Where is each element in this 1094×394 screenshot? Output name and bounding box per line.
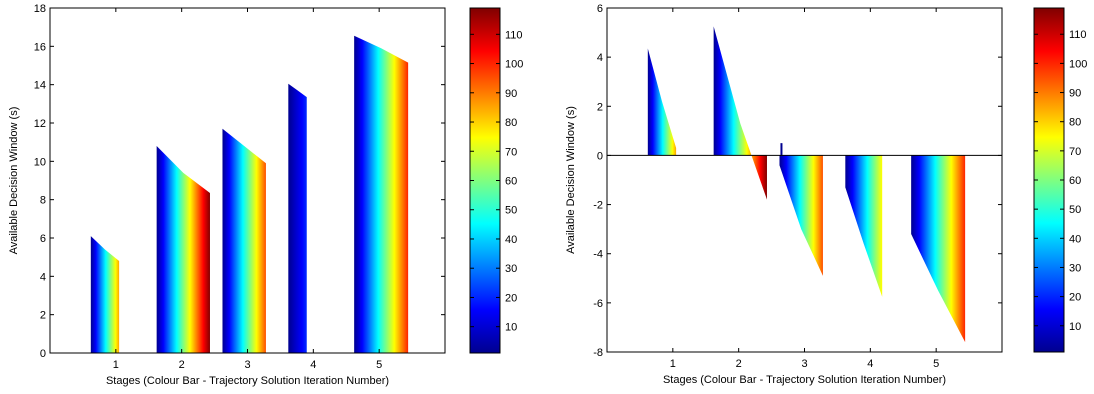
x-tick-label: 2	[179, 359, 185, 371]
colorbar-tick-label: 70	[505, 146, 517, 158]
y-axis-label: Available Decision Window (s)	[565, 106, 577, 254]
x-tick-label: 3	[244, 359, 250, 371]
colorbar-tick-label: 100	[505, 59, 523, 71]
y-tick-label: 16	[34, 41, 46, 53]
colorbar-tick-label: 20	[1069, 292, 1081, 304]
stage-2-decision-window-area	[156, 146, 210, 353]
colorbar-tick-label: 50	[505, 205, 517, 217]
y-tick-label: 0	[597, 150, 603, 162]
colorbar-tick-label: 110	[1069, 29, 1087, 41]
x-tick-label: 4	[867, 358, 873, 370]
y-tick-label: -6	[593, 298, 603, 310]
colorbar-tick-label: 90	[1069, 88, 1081, 100]
y-tick-label: 6	[597, 3, 603, 15]
colorbar	[1033, 7, 1065, 353]
y-tick-label: 10	[34, 156, 46, 168]
colorbar-tick-label: 100	[1069, 58, 1087, 70]
colorbar-tick-label: 10	[505, 322, 517, 334]
y-tick-label: -2	[593, 200, 603, 212]
colorbar-tick-label: 70	[1069, 146, 1081, 158]
y-tick-label: 6	[40, 233, 46, 245]
colorbar-tick-label: 30	[505, 263, 517, 275]
x-tick-label: 2	[736, 358, 742, 370]
colorbar-tick-label: 20	[505, 292, 517, 304]
stage-4-decision-window-area	[288, 83, 307, 353]
y-tick-label: 4	[40, 271, 46, 283]
colorbar-tick-label: 40	[505, 234, 517, 246]
colorbar-tick-label: 50	[1069, 204, 1081, 216]
stage-3-decision-window-area	[779, 155, 823, 276]
x-axis-label: Stages (Colour Bar - Trajectory Solution…	[106, 375, 389, 387]
x-tick-label: 3	[801, 358, 807, 370]
stage-1-decision-window-area	[647, 48, 677, 156]
right-chart: -8 -6 -4 -2 0 2 4 6 1 2 3 4 5 Stages (Colour Bar - Tr…	[565, 3, 1087, 386]
colorbar-tick-label: 90	[505, 88, 517, 100]
stage-4-decision-window-area	[845, 155, 883, 297]
y-tick-label: 4	[597, 52, 603, 64]
y-axis-label: Available Decision Window (s)	[8, 107, 20, 255]
y-tick-label: 14	[34, 80, 46, 92]
x-axis-label: Stages (Colour Bar - Trajectory Solution…	[663, 374, 946, 386]
y-tick-label: -4	[593, 249, 603, 261]
colorbar-tick-label: 60	[1069, 175, 1081, 187]
stage-5-decision-window-area	[354, 35, 409, 354]
x-tick-label: 1	[670, 358, 676, 370]
colorbar-tick-label: 80	[1069, 117, 1081, 129]
colorbar-tick-label: 40	[1069, 233, 1081, 245]
x-tick-label: 4	[310, 359, 316, 371]
colorbar-tick-label: 10	[1069, 321, 1081, 333]
y-tick-label: 18	[34, 3, 46, 15]
colorbar-tick-label: 30	[1069, 262, 1081, 274]
colorbar-tick-label: 80	[505, 117, 517, 129]
x-tick-label: 5	[933, 358, 939, 370]
colorbar-tick-label: 60	[505, 176, 517, 188]
colorbar-tick-label: 110	[505, 29, 523, 41]
y-tick-label: 0	[40, 348, 46, 360]
y-tick-label: 2	[597, 101, 603, 113]
stage-1-decision-window-area	[90, 236, 120, 353]
y-tick-label: 2	[40, 310, 46, 322]
stage-2-decision-window-area	[713, 26, 767, 200]
stage-3-decision-window-area	[222, 128, 266, 353]
stage-5-decision-window-area	[911, 155, 966, 343]
y-tick-label: 8	[40, 195, 46, 207]
y-tick-label: 12	[34, 118, 46, 130]
x-tick-label: 5	[376, 359, 382, 371]
y-tick-label: -8	[593, 347, 603, 359]
x-tick-label: 1	[113, 359, 119, 371]
colorbar	[469, 7, 501, 354]
